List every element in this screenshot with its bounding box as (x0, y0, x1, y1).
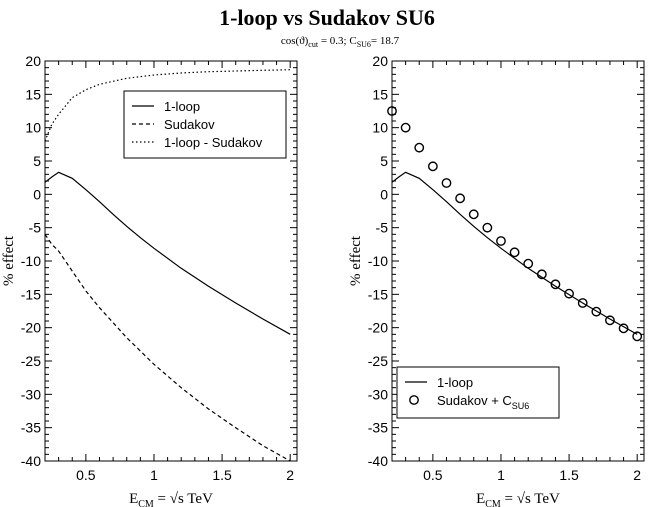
legend-label-text: Sudakov + C (437, 393, 512, 408)
y-tick-label: -5 (29, 220, 42, 236)
legend-label-text: 1-loop - Sudakov (164, 135, 263, 150)
legend: 1-loop Sudakov 1-loop - Sudakov (123, 90, 287, 159)
y-tick-label: 0 (380, 186, 388, 202)
y-tick-label: 20 (372, 53, 388, 69)
legend-label: 1-loop (437, 375, 473, 390)
data-point (523, 258, 534, 269)
x-tick-label: 1.5 (559, 467, 579, 483)
data-point (550, 279, 561, 290)
x-tick-label: 1 (497, 467, 505, 483)
y-tick-label: 5 (380, 153, 388, 169)
legend: 1-loop Sudakov + CSU6 (396, 366, 560, 419)
series-1-loop-line (391, 171, 638, 335)
legend-label-text: 1-loop (164, 99, 200, 114)
left-chart-panel: -40 -35 -30 -25 -20 -15 -10 -5 0 5 10 15 20 0.5 1 1.5 2 E… (1, 53, 298, 507)
data-point (387, 106, 397, 116)
legend-label-sub: SU6 (512, 401, 530, 411)
subtitle-c-sub: SU6 (357, 40, 371, 49)
y-tick-label: -35 (368, 420, 388, 436)
series-1-loop-line (44, 171, 291, 335)
x-axis-label: ECM = √s TeV (476, 491, 560, 507)
data-point (591, 306, 602, 317)
legend-label: 1-loop - Sudakov (164, 135, 263, 150)
data-point (427, 161, 438, 172)
subtitle-c-val: = 18.7 (371, 35, 400, 47)
x-tick-label: 1.5 (212, 467, 232, 483)
y-tick-label: -40 (368, 453, 388, 469)
series-sudakov-line (44, 233, 291, 462)
legend-label-text: Sudakov (164, 117, 215, 132)
y-tick-label: 15 (25, 86, 41, 102)
data-point (496, 236, 506, 246)
data-point (632, 331, 643, 342)
y-tick-label: -25 (368, 353, 388, 369)
y-tick-label: -40 (21, 453, 41, 469)
figure-title: 1-loop vs Sudakov SU6 (219, 5, 435, 30)
x-tick-label: 0.5 (423, 467, 443, 483)
y-tick-label: -10 (368, 253, 388, 269)
x-axis-label-rest: = √s TeV (154, 491, 213, 507)
y-tick-label: -15 (21, 286, 41, 302)
subtitle-cos-sub: cut (308, 40, 319, 49)
right-chart-panel: -40 -35 -30 -25 -20 -15 -10 -5 0 5 10 15 20 0.5 1 1.5 2 E… (348, 53, 645, 507)
y-tick-label: 20 (25, 53, 41, 69)
legend-label: Sudakov + CSU6 (437, 393, 529, 411)
x-axis-label-sub: CM (485, 499, 501, 507)
figure-subtitle: cos(ϑ)cut = 0.3; CSU6= 18.7 (281, 35, 400, 49)
data-point (536, 269, 547, 280)
y-tick-label: -5 (376, 220, 389, 236)
data-point (400, 122, 411, 133)
y-tick-label: 15 (372, 86, 388, 102)
data-point (455, 193, 466, 204)
x-axis-label-sub: CM (138, 499, 154, 507)
y-axis-label: % effect (1, 235, 17, 286)
legend-marker (409, 395, 419, 405)
data-point (482, 222, 493, 233)
data-point (414, 142, 425, 153)
y-tick-label: 0 (33, 186, 41, 202)
x-tick-label: 1 (150, 467, 158, 483)
x-axis-label-main: E (476, 491, 485, 507)
y-tick-label: -30 (21, 386, 41, 402)
data-point (605, 315, 615, 326)
data-point (441, 178, 452, 188)
y-tick-label: 10 (372, 120, 388, 136)
y-tick-label: 10 (25, 120, 41, 136)
data-point (509, 247, 520, 258)
y-tick-label: -15 (368, 286, 388, 302)
x-axis-label-rest: = √s TeV (501, 491, 560, 507)
x-tick-label: 2 (286, 467, 294, 483)
y-tick-label: -25 (21, 353, 41, 369)
y-tick-label: -30 (368, 386, 388, 402)
subtitle-cos: cos(ϑ) (281, 35, 309, 47)
y-tick-label: -35 (21, 420, 41, 436)
y-tick-label: -10 (21, 253, 41, 269)
legend-box (123, 90, 287, 159)
legend-box (396, 366, 560, 419)
x-tick-label: 0.5 (76, 467, 96, 483)
legend-label: Sudakov (164, 117, 215, 132)
data-point (618, 323, 629, 334)
legend-label-text: 1-loop (437, 375, 473, 390)
subtitle-cos-val: = 0.3; C (318, 35, 357, 47)
data-point (577, 298, 588, 308)
x-axis-label-main: E (129, 491, 138, 507)
y-tick-label: 5 (33, 153, 41, 169)
y-tick-label: -20 (21, 320, 41, 336)
x-axis-label: ECM = √s TeV (129, 491, 213, 507)
y-axis-label: % effect (348, 235, 364, 286)
legend-label: 1-loop (164, 99, 200, 114)
y-tick-label: -20 (368, 320, 388, 336)
data-point (564, 288, 574, 299)
data-point (468, 209, 479, 220)
x-tick-label: 2 (633, 467, 641, 483)
